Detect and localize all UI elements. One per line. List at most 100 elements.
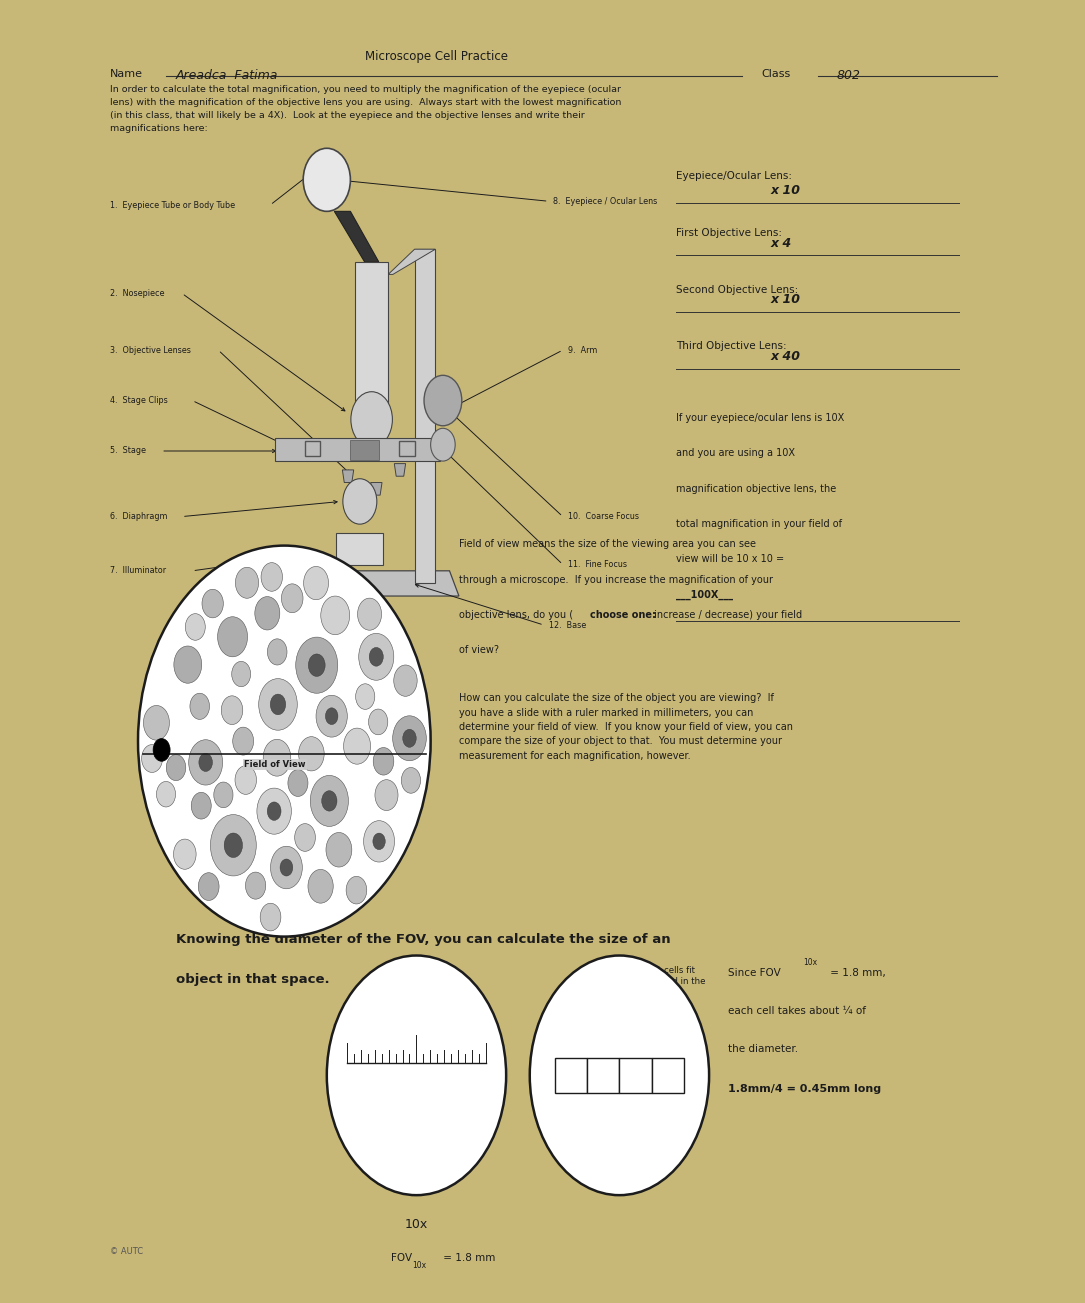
Text: = 1.8 mm: = 1.8 mm — [441, 1253, 496, 1263]
Text: 2.  Nosepiece: 2. Nosepiece — [110, 289, 164, 298]
Circle shape — [303, 149, 350, 211]
Text: total magnification in your field of: total magnification in your field of — [676, 519, 842, 529]
Text: m: m — [332, 1022, 341, 1031]
Circle shape — [199, 753, 213, 771]
Circle shape — [298, 736, 324, 771]
Circle shape — [529, 955, 710, 1195]
Polygon shape — [394, 464, 406, 476]
Circle shape — [166, 754, 186, 780]
Circle shape — [257, 788, 292, 834]
Circle shape — [296, 637, 337, 693]
Circle shape — [288, 770, 308, 796]
Circle shape — [267, 801, 281, 821]
Bar — [556, 1058, 587, 1093]
Circle shape — [260, 903, 281, 930]
Text: 9.  Arm: 9. Arm — [567, 345, 597, 354]
Circle shape — [295, 823, 316, 851]
Text: 1.8mm/4 = 0.45mm long: 1.8mm/4 = 0.45mm long — [728, 1084, 881, 1095]
Text: each cell takes about ¼ of: each cell takes about ¼ of — [728, 1006, 866, 1016]
Circle shape — [267, 638, 288, 665]
Bar — [355, 262, 388, 420]
Text: x 10: x 10 — [770, 293, 801, 306]
Text: © AUTC: © AUTC — [110, 1247, 143, 1256]
Circle shape — [174, 839, 196, 869]
Circle shape — [270, 694, 285, 715]
Circle shape — [225, 833, 243, 857]
Circle shape — [218, 616, 247, 657]
Text: 7.  Illuminator: 7. Illuminator — [110, 567, 166, 576]
Text: 8.  Eyepiece / Ocular Lens: 8. Eyepiece / Ocular Lens — [553, 197, 658, 206]
Circle shape — [358, 598, 382, 631]
Circle shape — [373, 748, 394, 775]
Circle shape — [232, 727, 254, 756]
Circle shape — [401, 767, 421, 794]
Circle shape — [281, 584, 303, 612]
Text: 4.  Stage Clips: 4. Stage Clips — [110, 396, 167, 405]
Text: FOV: FOV — [391, 1253, 412, 1263]
Text: 3.  Objective Lenses: 3. Objective Lenses — [110, 345, 191, 354]
Text: Name: Name — [110, 69, 143, 78]
Polygon shape — [336, 533, 383, 564]
Polygon shape — [334, 211, 379, 262]
Bar — [587, 1058, 620, 1093]
Text: Areadca  Fatima: Areadca Fatima — [176, 69, 278, 82]
Circle shape — [235, 766, 256, 795]
Circle shape — [394, 665, 417, 696]
Circle shape — [310, 775, 348, 826]
Polygon shape — [260, 571, 459, 595]
Text: 10x: 10x — [412, 1261, 426, 1269]
Text: 12.  Base: 12. Base — [549, 620, 586, 629]
Text: In order to calculate the total magnification, you need to multiply the magnific: In order to calculate the total magnific… — [110, 85, 621, 133]
Text: ___100X___: ___100X___ — [676, 590, 733, 599]
Circle shape — [142, 744, 163, 773]
Text: 802: 802 — [837, 69, 860, 82]
Text: Class: Class — [761, 69, 790, 78]
Text: Since FOV: Since FOV — [728, 968, 781, 979]
Circle shape — [403, 730, 417, 747]
Text: x 4: x 4 — [770, 237, 792, 250]
Circle shape — [264, 739, 291, 777]
Circle shape — [424, 375, 462, 426]
Text: increase / decrease) your field: increase / decrease) your field — [651, 610, 802, 620]
Polygon shape — [343, 470, 354, 482]
Polygon shape — [371, 482, 382, 495]
Circle shape — [327, 955, 507, 1195]
Circle shape — [316, 696, 347, 737]
Text: objective lens, do you (: objective lens, do you ( — [459, 610, 573, 620]
Text: through a microscope.  If you increase the magnification of your: through a microscope. If you increase th… — [459, 575, 773, 585]
Text: x 40: x 40 — [770, 351, 801, 364]
Circle shape — [322, 791, 337, 810]
Circle shape — [369, 648, 383, 666]
Text: 10.  Coarse Focus: 10. Coarse Focus — [567, 512, 638, 521]
Text: object in that space.: object in that space. — [176, 973, 330, 986]
Circle shape — [270, 846, 303, 889]
Circle shape — [186, 614, 205, 640]
Circle shape — [280, 859, 293, 876]
Circle shape — [191, 792, 212, 820]
Text: and you are using a 10X: and you are using a 10X — [676, 448, 795, 459]
Circle shape — [153, 739, 170, 761]
Circle shape — [375, 779, 398, 810]
Circle shape — [308, 869, 333, 903]
Circle shape — [359, 633, 394, 680]
Text: Microscope Cell Practice: Microscope Cell Practice — [365, 50, 508, 63]
Circle shape — [326, 833, 352, 866]
Circle shape — [199, 873, 219, 900]
Text: Knowing the diameter of the FOV, you can calculate the size of an: Knowing the diameter of the FOV, you can… — [176, 933, 671, 946]
Polygon shape — [388, 249, 435, 275]
Circle shape — [326, 708, 337, 724]
Circle shape — [143, 705, 169, 740]
Bar — [651, 1058, 684, 1093]
Circle shape — [308, 654, 326, 676]
Bar — [350, 439, 379, 460]
Circle shape — [189, 740, 222, 786]
Circle shape — [343, 478, 376, 524]
Text: = 1.8 mm,: = 1.8 mm, — [827, 968, 885, 979]
Text: Eyepiece/Ocular Lens:: Eyepiece/Ocular Lens: — [676, 171, 792, 181]
Circle shape — [174, 646, 202, 683]
Circle shape — [190, 693, 209, 719]
Text: Second Objective Lens:: Second Objective Lens: — [676, 284, 799, 294]
Text: First Objective Lens:: First Objective Lens: — [676, 228, 782, 237]
Circle shape — [235, 567, 258, 598]
Circle shape — [350, 392, 393, 447]
